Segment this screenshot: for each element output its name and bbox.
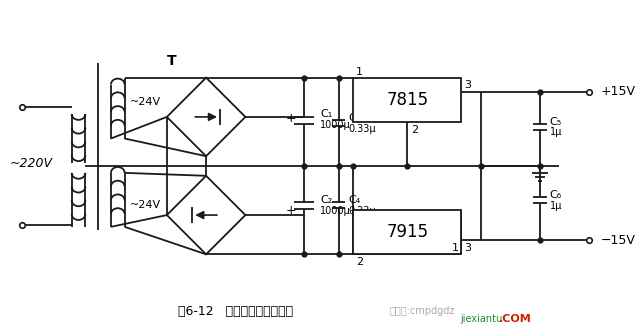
- Text: 1μ: 1μ: [550, 127, 562, 137]
- Text: .COM: .COM: [499, 314, 532, 324]
- Text: +: +: [285, 204, 296, 217]
- Text: jiexiantu: jiexiantu: [460, 314, 502, 324]
- Text: −15V: −15V: [601, 234, 636, 247]
- Text: 2: 2: [412, 125, 419, 135]
- Text: 2: 2: [356, 257, 364, 267]
- Text: T: T: [167, 54, 177, 68]
- Text: 1μ: 1μ: [550, 201, 562, 211]
- Text: 1: 1: [451, 243, 458, 254]
- Text: 3: 3: [464, 80, 471, 90]
- Bar: [353, 78, 461, 122]
- Text: 7915: 7915: [387, 223, 428, 241]
- Bar: [353, 210, 461, 254]
- Text: ~24V: ~24V: [129, 200, 161, 210]
- Text: C₅: C₅: [550, 117, 562, 127]
- Text: 1000μ: 1000μ: [320, 120, 351, 130]
- Text: 0.33μ: 0.33μ: [348, 206, 376, 216]
- Text: 微信号:cmpdgdz: 微信号:cmpdgdz: [389, 306, 455, 316]
- Text: 0.33μ: 0.33μ: [348, 124, 376, 134]
- Text: 3: 3: [464, 243, 471, 253]
- Text: C₃: C₃: [348, 113, 361, 123]
- Text: 图6-12   正、负直流稳压电源: 图6-12 正、负直流稳压电源: [178, 305, 293, 318]
- Text: C₄: C₄: [348, 195, 361, 205]
- Text: C₆: C₆: [550, 190, 562, 201]
- Text: 7815: 7815: [387, 91, 428, 109]
- Text: ~220V: ~220V: [10, 157, 53, 169]
- Text: C₁: C₁: [320, 109, 332, 119]
- Text: C₂: C₂: [320, 195, 332, 205]
- Text: +15V: +15V: [601, 85, 636, 98]
- Text: ~24V: ~24V: [129, 97, 161, 107]
- Text: 1: 1: [356, 67, 364, 77]
- Text: 1000μ+: 1000μ+: [320, 206, 358, 216]
- Text: +: +: [285, 113, 296, 125]
